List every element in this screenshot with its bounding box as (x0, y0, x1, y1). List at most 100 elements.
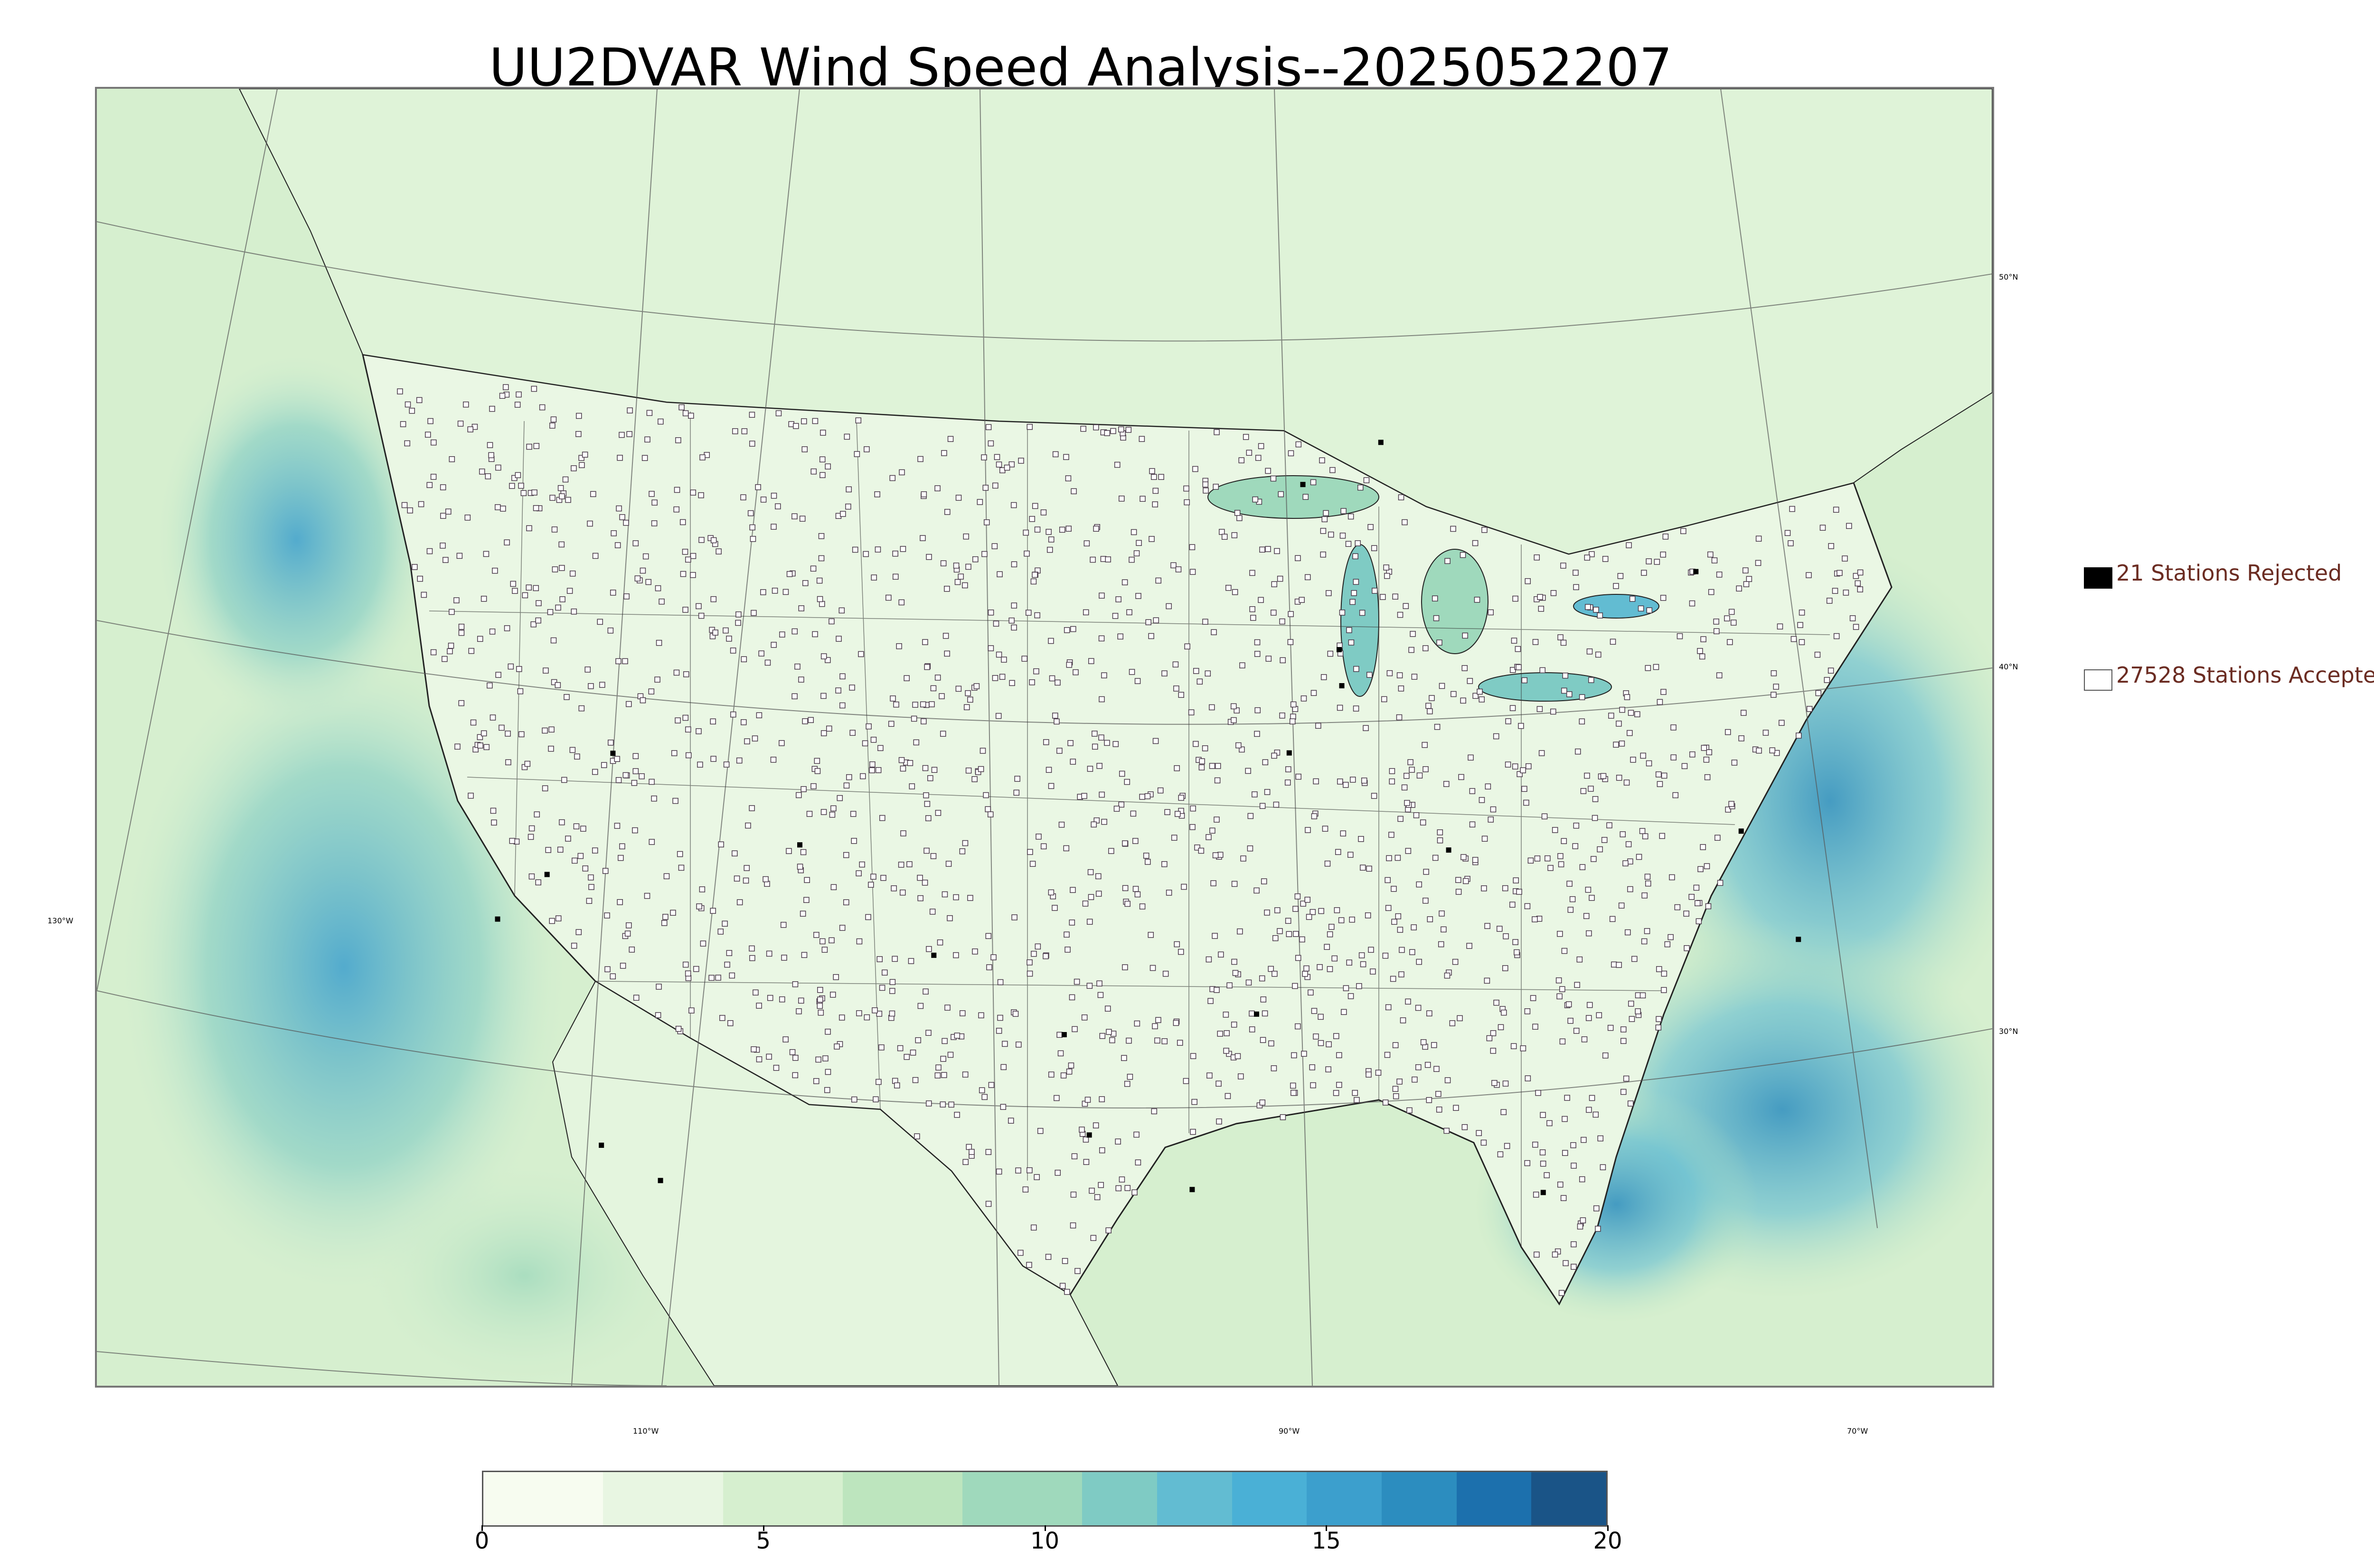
station-accepted-marker (1521, 786, 1527, 792)
station-accepted-marker (1193, 668, 1199, 674)
station-accepted-marker (878, 1044, 885, 1051)
station-accepted-marker (1117, 633, 1123, 640)
station-accepted-marker (1416, 881, 1422, 888)
station-accepted-marker (1096, 763, 1102, 769)
station-accepted-marker (894, 1082, 900, 1089)
station-accepted-marker (1392, 1042, 1399, 1048)
station-accepted-marker (1416, 958, 1423, 965)
station-accepted-marker (1557, 930, 1563, 937)
station-accepted-marker (1140, 496, 1146, 502)
station-accepted-marker (992, 482, 999, 489)
station-accepted-marker (1396, 714, 1403, 721)
station-accepted-marker (1395, 913, 1402, 920)
station-rejected-marker (797, 842, 802, 848)
station-accepted-marker (614, 756, 620, 762)
station-accepted-marker (615, 777, 622, 783)
station-accepted-marker (796, 792, 802, 798)
station-accepted-marker (755, 484, 761, 490)
station-accepted-marker (1062, 1258, 1068, 1264)
station-accepted-marker (1237, 1073, 1244, 1080)
station-accepted-marker (1119, 1176, 1125, 1183)
station-accepted-marker (1545, 855, 1551, 862)
station-accepted-marker (1166, 603, 1172, 610)
station-accepted-marker (1190, 805, 1196, 812)
lat-label-30n: 30°N (1999, 1027, 2018, 1036)
station-accepted-marker (1095, 873, 1102, 880)
station-accepted-marker (962, 1159, 969, 1165)
colorbar-segment (962, 1472, 1083, 1525)
station-accepted-marker (753, 989, 759, 995)
station-accepted-marker (1560, 639, 1567, 646)
station-accepted-marker (458, 700, 465, 706)
station-accepted-marker (1214, 777, 1221, 784)
station-accepted-marker (1562, 1150, 1568, 1156)
station-accepted-marker (835, 687, 841, 694)
station-accepted-marker (1381, 696, 1387, 703)
station-accepted-marker (730, 711, 736, 718)
station-accepted-marker (967, 696, 973, 703)
station-accepted-marker (1361, 777, 1367, 784)
station-accepted-marker (547, 609, 554, 615)
station-accepted-marker (548, 745, 554, 752)
station-accepted-marker (559, 819, 565, 826)
wind-speed-map[interactable] (95, 87, 1994, 1388)
station-accepted-marker (1796, 732, 1802, 739)
station-accepted-marker (920, 535, 926, 541)
station-accepted-marker (1271, 610, 1277, 616)
station-accepted-marker (549, 423, 556, 429)
station-accepted-marker (449, 609, 455, 615)
station-accepted-marker (1032, 503, 1038, 509)
station-accepted-marker (1124, 1185, 1131, 1191)
station-accepted-marker (729, 972, 735, 979)
station-accepted-marker (632, 540, 639, 546)
station-accepted-marker (1309, 1064, 1315, 1070)
station-accepted-marker (893, 701, 899, 708)
station-accepted-marker (440, 543, 446, 549)
station-accepted-marker (915, 1037, 921, 1043)
station-accepted-marker (1151, 1108, 1158, 1115)
station-accepted-marker (1254, 651, 1261, 657)
station-accepted-marker (1133, 1131, 1140, 1138)
station-accepted-marker (812, 631, 818, 638)
station-accepted-marker (756, 1003, 762, 1009)
station-accepted-marker (890, 695, 896, 702)
station-accepted-marker (696, 728, 702, 734)
station-accepted-marker (1616, 775, 1622, 781)
station-accepted-marker (1432, 595, 1438, 601)
station-accepted-marker (1497, 1151, 1504, 1157)
station-accepted-marker (675, 717, 681, 723)
station-accepted-marker (555, 682, 561, 688)
station-accepted-marker (1629, 596, 1636, 602)
station-accepted-marker (555, 915, 562, 921)
station-accepted-marker (891, 885, 897, 892)
station-accepted-marker (900, 546, 906, 552)
station-accepted-marker (1300, 695, 1307, 702)
station-accepted-marker (1101, 818, 1107, 825)
station-accepted-marker (1398, 494, 1404, 500)
station-accepted-marker (825, 657, 831, 663)
station-accepted-marker (626, 922, 632, 929)
station-accepted-marker (1214, 817, 1220, 823)
station-accepted-marker (750, 535, 756, 542)
station-accepted-marker (1724, 615, 1730, 621)
station-accepted-marker (1411, 674, 1418, 680)
station-accepted-marker (483, 551, 490, 557)
station-accepted-marker (1081, 1014, 1088, 1021)
station-accepted-marker (518, 482, 524, 489)
station-accepted-marker (1589, 1095, 1595, 1101)
station-accepted-marker (1583, 913, 1590, 919)
station-accepted-marker (948, 1101, 954, 1108)
station-accepted-marker (1635, 1008, 1641, 1014)
station-accepted-marker (1021, 656, 1028, 662)
station-accepted-marker (983, 792, 989, 798)
station-accepted-marker (1099, 791, 1105, 798)
station-accepted-marker (644, 436, 650, 443)
station-accepted-marker (986, 964, 992, 970)
station-accepted-marker (1311, 813, 1318, 819)
station-accepted-marker (661, 920, 668, 926)
station-accepted-marker (779, 996, 785, 1003)
station-accepted-marker (815, 1056, 821, 1063)
station-accepted-marker (1299, 936, 1305, 943)
station-accepted-marker (1231, 717, 1237, 723)
station-accepted-marker (1584, 772, 1590, 779)
